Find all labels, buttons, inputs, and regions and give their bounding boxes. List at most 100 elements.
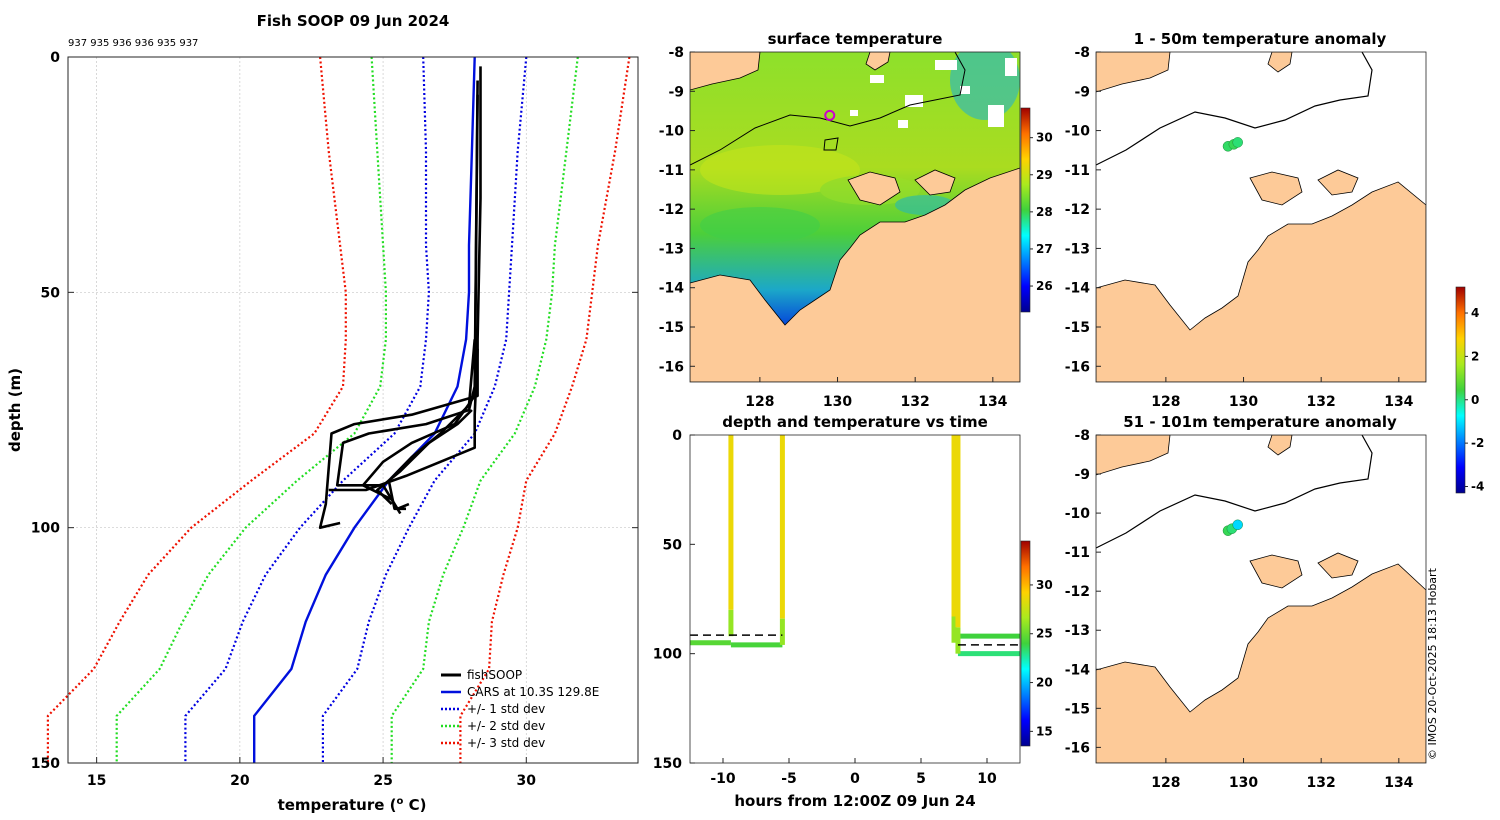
map-ytick-label: -14 <box>1065 281 1091 297</box>
map-ytick-label: -15 <box>1065 320 1090 336</box>
anom-shallow-ticks: 128 130 132 134 -8 -9 -10 -11 -12 -13 -14 -15 -16 <box>1065 45 1414 410</box>
profile-line-fish-3 <box>387 339 476 511</box>
depth-time-title: depth and temperature vs time <box>722 413 988 431</box>
depth-time-axes-box <box>689 434 1021 764</box>
map-ytick-label: -13 <box>659 241 684 257</box>
legend-label-std1: +/- 1 std dev <box>467 702 545 716</box>
sst-texture <box>700 52 1020 243</box>
profile-line-std3-upper <box>459 56 631 763</box>
anom-deep-title: 51 - 101m temperature anomaly <box>1123 413 1397 431</box>
anom-shallow-panel: 1 - 50m temperature anomaly 128 130 132 134… <box>1065 30 1427 410</box>
legend-label-cars: CARS at 10.3S 129.8E <box>467 685 599 699</box>
map-xtick-label: 134 <box>978 394 1007 410</box>
map-ytick-label: -14 <box>659 281 685 297</box>
map-ytick-label: -16 <box>1065 740 1090 756</box>
anomaly-colorbar-ticks: 4 2 0 -2 -4 <box>1465 306 1484 493</box>
cb-tick-label: -4 <box>1471 479 1484 493</box>
map-ytick-label: -13 <box>1065 241 1090 257</box>
map-xtick-label: 132 <box>1307 394 1336 410</box>
sst-position-marker <box>824 109 836 121</box>
depth-time-colorbar-ticks: 30 25 20 15 <box>1030 578 1053 738</box>
cb-tick-label: 2 <box>1471 349 1479 363</box>
profile-line-std1-lower <box>184 56 431 763</box>
map-ytick-label: -11 <box>659 163 684 179</box>
map-ytick-label: -15 <box>659 320 684 336</box>
map-ytick-label: -12 <box>659 202 684 218</box>
map-ytick-label: -11 <box>1065 163 1090 179</box>
map-ytick-label: -10 <box>1065 506 1091 522</box>
anom-deep-panel: 51 - 101m temperature anomaly 128 130 132 1… <box>1065 286 1484 791</box>
profile-title: Fish SOOP 09 Jun 2024 <box>257 12 450 30</box>
map-xtick-label: 128 <box>745 394 774 410</box>
profile-xlabel: temperature (o C) <box>278 796 427 814</box>
sst-land-island <box>847 171 901 206</box>
sst-land-mainland <box>690 167 1020 382</box>
sst-eez-line <box>690 52 966 166</box>
map-xtick-label: 134 <box>1384 394 1413 410</box>
anomaly-colorbar <box>1455 286 1466 494</box>
sst-panel: surface temperature <box>659 30 1053 410</box>
anom-shallow-points <box>1222 137 1243 152</box>
map-ytick-label: -11 <box>1065 545 1090 561</box>
anom-shallow-map <box>1096 52 1426 382</box>
profile-line-cars <box>252 56 476 763</box>
anom-deep-map <box>1096 435 1426 763</box>
profile-grid <box>68 56 638 764</box>
profile-line-fish-0 <box>318 66 482 530</box>
map-ytick-label: -13 <box>1065 623 1090 639</box>
profile-legend: fishSOOP CARS at 10.3S 129.8E +/- 1 std … <box>441 668 599 750</box>
sst-title: surface temperature <box>768 30 943 48</box>
sst-colorbar <box>1020 107 1031 313</box>
profile-line-fish-4 <box>328 348 479 492</box>
map-ytick-label: -9 <box>1074 467 1090 483</box>
dt-ytick-label: 0 <box>672 428 682 444</box>
legend-label-fish: fishSOOP <box>467 668 522 682</box>
cb-tick-label: 15 <box>1036 724 1053 738</box>
depth-time-plot <box>690 435 1020 657</box>
profile-xtick-label: 20 <box>230 773 250 789</box>
dt-ytick-label: 150 <box>653 756 682 772</box>
legend-label-std3: +/- 3 std dev <box>467 736 545 750</box>
cb-tick-label: 26 <box>1036 279 1053 293</box>
profile-line-fish-5 <box>375 409 473 506</box>
sst-ticks: 128 130 132 134 -8 -9 -10 -11 -12 -13 -14 -15 -16 <box>659 45 1008 410</box>
profile-ticks: 15 20 25 30 0 50 100 150 <box>31 50 638 789</box>
profile-subtitle: 937 935 936 936 935 937 <box>68 38 198 49</box>
map-xtick-label: 132 <box>1307 775 1336 791</box>
anomaly-point-2 <box>1232 519 1243 531</box>
dt-ytick-label: 100 <box>653 647 682 663</box>
cb-tick-label: 4 <box>1471 306 1479 320</box>
profile-line-std3-lower <box>46 56 347 763</box>
dt-xtick-label: 5 <box>916 771 926 787</box>
anom-deep-points <box>1222 519 1243 536</box>
map-ytick-label: -12 <box>1065 584 1090 600</box>
map-xtick-label: 130 <box>1229 775 1258 791</box>
sst-map <box>690 52 1020 382</box>
depth-time-colorbar <box>1020 540 1031 747</box>
cb-tick-label: 29 <box>1036 168 1053 182</box>
profile-ytick-label: 50 <box>41 285 61 301</box>
map-xtick-label: 130 <box>1229 394 1258 410</box>
profile-axes-box <box>67 56 639 764</box>
dt-xtick-label: 0 <box>850 771 860 787</box>
map-ytick-label: -9 <box>668 84 684 100</box>
cb-tick-label: 28 <box>1036 205 1053 219</box>
map-ytick-label: -12 <box>1065 202 1090 218</box>
dt-xtick-label: -5 <box>781 771 797 787</box>
cb-tick-label: 30 <box>1036 131 1053 145</box>
cb-tick-label: 27 <box>1036 242 1053 256</box>
map-ytick-label: -9 <box>1074 84 1090 100</box>
profile-ylabel: depth (m) <box>6 368 24 452</box>
dt-ytick-label: 50 <box>663 537 683 553</box>
map-ytick-label: -16 <box>659 359 684 375</box>
profile-ytick-label: 0 <box>50 50 60 66</box>
depth-time-panel: depth and temperature vs time -10 -5 0 5 100… <box>653 413 1053 810</box>
cb-tick-label: 30 <box>1036 578 1053 592</box>
map-xtick-label: 130 <box>823 394 852 410</box>
sst-cloud-gaps <box>850 58 1017 128</box>
map-ytick-label: -8 <box>1074 428 1090 444</box>
profile-xtick-label: 25 <box>373 773 392 789</box>
profile-line-fish-2 <box>361 94 479 515</box>
map-ytick-label: -15 <box>1065 701 1090 717</box>
